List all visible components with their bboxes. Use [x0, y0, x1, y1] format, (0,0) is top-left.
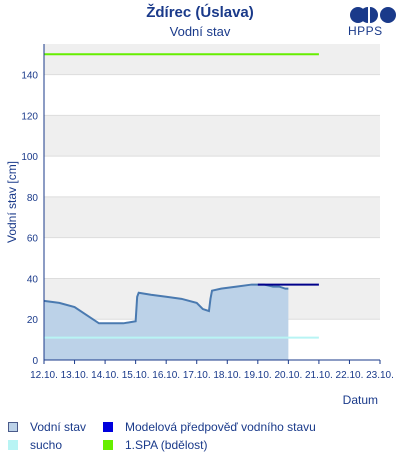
legend-item-stage: Vodní stav: [8, 420, 86, 434]
x-tick-label: 16.10.: [152, 370, 180, 381]
chart-subtitle: Vodní stav: [169, 24, 231, 39]
y-tick-label: 0: [32, 356, 38, 367]
y-tick-label: 120: [21, 111, 38, 122]
legend-item-drought: sucho: [8, 438, 62, 452]
legend-swatch-forecast: [103, 422, 113, 432]
grid-band: [44, 196, 380, 238]
x-tick-label: 19.10.: [244, 370, 272, 381]
y-tick-label: 140: [21, 71, 38, 82]
x-tick-label: 17.10.: [183, 370, 211, 381]
x-tick-label: 18.10.: [213, 370, 241, 381]
legend-swatch-stage: [8, 422, 18, 432]
x-tick-label: 12.10.: [30, 370, 58, 381]
chart-title: Ždírec (Úslava): [146, 4, 254, 21]
x-tick-label: 15.10.: [122, 370, 150, 381]
legend-label-stage: Vodní stav: [30, 420, 87, 434]
legend-label-forecast: Modelová předpověď vodního stavu: [125, 420, 316, 434]
x-axis-label: Datum: [343, 393, 378, 407]
x-tick-label: 22.10.: [336, 370, 364, 381]
water-level-chart: 0 20 40 60 80 100 120 140 12.10. 13.10. 14.10. 15.1…: [5, 44, 394, 407]
x-tick-label: 14.10.: [91, 370, 119, 381]
series-stage-area: [44, 284, 289, 360]
y-tick-label: 80: [27, 193, 39, 204]
y-tick-label: 20: [27, 315, 39, 326]
logo-text: HPPS: [348, 24, 383, 38]
legend-label-drought: sucho: [30, 438, 63, 452]
legend-label-spa1: 1.SPA (bdělost): [125, 438, 208, 452]
y-tick-label: 100: [21, 152, 38, 163]
y-axis-label: Vodní stav [cm]: [5, 161, 19, 243]
legend-item-forecast: Modelová předpověď vodního stavu: [103, 420, 316, 434]
x-tick-label: 13.10.: [61, 370, 89, 381]
hpps-logo-icon: [350, 7, 396, 23]
y-tick-label: 40: [27, 274, 39, 285]
legend-item-spa1: 1.SPA (bdělost): [103, 438, 208, 452]
x-tick-label: 21.10.: [305, 370, 333, 381]
x-tick-label: 20.10.: [274, 370, 302, 381]
grid-band: [44, 115, 380, 157]
y-tick-label: 60: [27, 234, 39, 245]
x-tick-label: 23.10.: [366, 370, 394, 381]
legend-swatch-spa1: [103, 440, 113, 450]
legend-swatch-drought: [8, 440, 18, 450]
legend: Vodní stav Modelová předpověď vodního st…: [0, 418, 400, 460]
grid-band: [44, 44, 380, 75]
